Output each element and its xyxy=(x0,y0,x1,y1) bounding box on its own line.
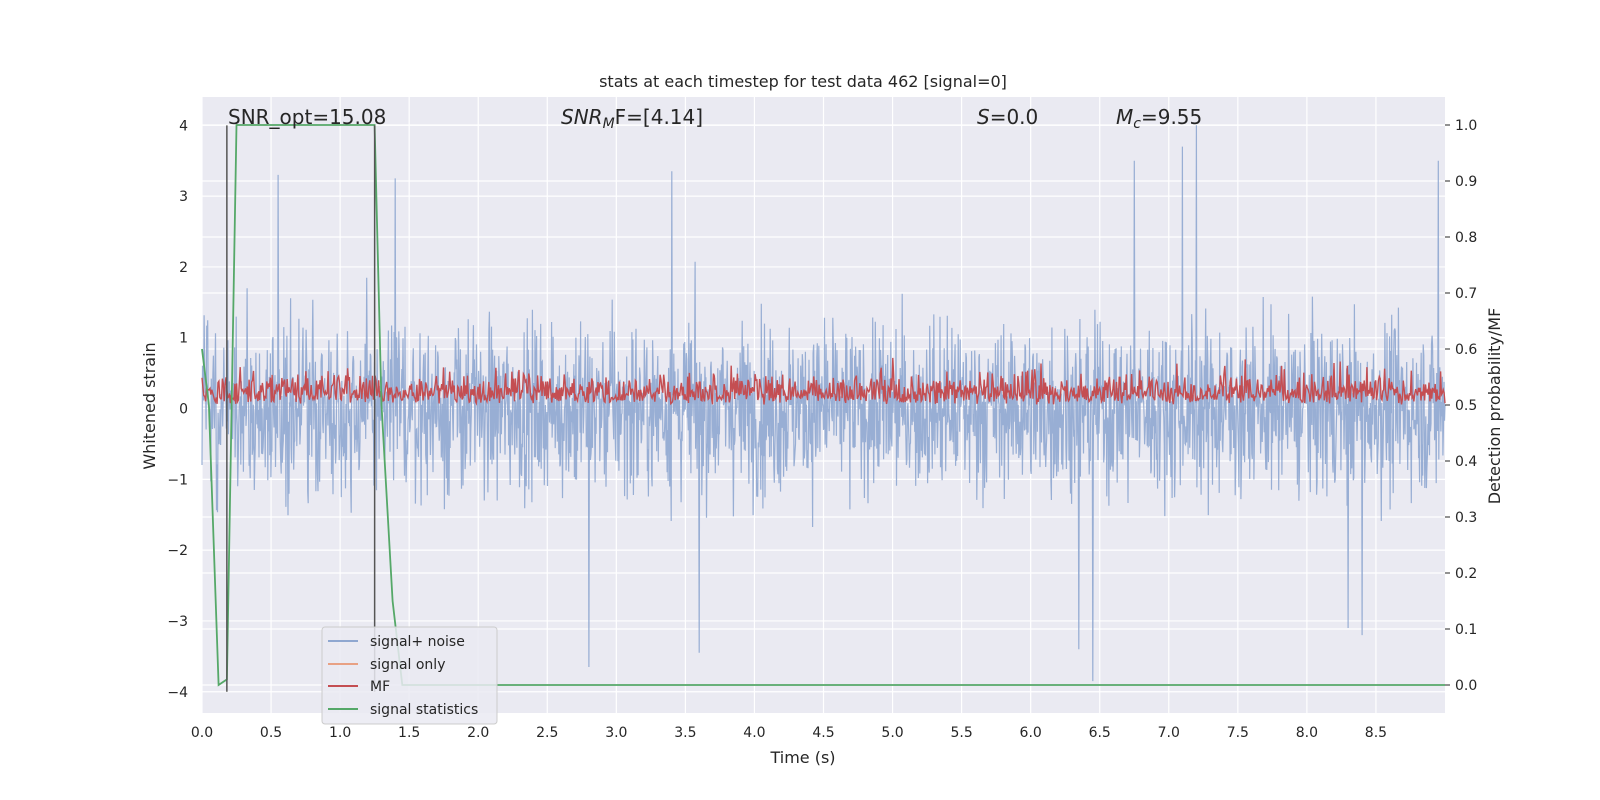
series-mf-line xyxy=(201,357,1446,407)
x-tick-label: 4.5 xyxy=(812,725,834,741)
x-tick-label: 7.0 xyxy=(1158,725,1180,741)
annotation-s-var: S xyxy=(977,105,990,129)
x-tick-label: 3.5 xyxy=(674,725,696,741)
y-right-tick-label: 0.3 xyxy=(1455,510,1477,526)
x-tick-label: 1.5 xyxy=(398,725,420,741)
y-axis-right-ticks: 0.0 0.1 0.2 0.3 0.4 0.5 0.6 0.7 0.8 0.9 1.0 xyxy=(1445,118,1477,694)
legend-box xyxy=(321,626,498,725)
y-axis-right-label: Detection probability/MF xyxy=(1485,308,1504,505)
x-axis-label: Time (s) xyxy=(769,748,835,767)
y-right-tick-label: 0.2 xyxy=(1455,566,1477,582)
x-tick-label: 1.0 xyxy=(329,725,351,741)
y-axis-left-label: Whitened strain xyxy=(140,342,159,469)
y-left-tick-label: 1 xyxy=(179,331,188,347)
vertical-markers xyxy=(226,125,376,692)
y-right-tick-label: 0.0 xyxy=(1455,678,1477,694)
y-left-tick-label: 2 xyxy=(179,260,188,276)
x-tick-label: 6.0 xyxy=(1020,725,1042,741)
y-left-tick-label: −2 xyxy=(167,543,188,559)
legend-label-signal-noise: signal+ noise xyxy=(370,634,465,650)
y-right-tick-label: 0.7 xyxy=(1455,286,1477,302)
y-right-tick-label: 0.5 xyxy=(1455,398,1477,414)
chart-title: stats at each timestep for test data 462… xyxy=(599,72,1007,91)
annotation-mc-value: =9.55 xyxy=(1141,105,1202,129)
legend-label-signal-statistics: signal statistics xyxy=(370,702,478,718)
y-left-tick-label: −1 xyxy=(167,472,188,488)
x-tick-label: 7.5 xyxy=(1227,725,1249,741)
x-tick-label: 5.0 xyxy=(881,725,903,741)
y-left-tick-label: 0 xyxy=(179,402,188,418)
x-tick-label: 8.5 xyxy=(1365,725,1387,741)
y-right-tick-label: 0.4 xyxy=(1455,454,1477,470)
annotation-snr-mf-value: F=[4.14] xyxy=(615,105,703,129)
y-left-tick-label: −3 xyxy=(167,614,188,630)
y-right-tick-label: 0.1 xyxy=(1455,622,1477,638)
x-tick-label: 8.0 xyxy=(1296,725,1318,741)
x-axis-ticks: 0.0 0.5 1.0 1.5 2.0 2.5 3.0 3.5 4.0 4.5 5.0 5.5 6.0 6… xyxy=(191,725,1387,741)
x-tick-label: 0.5 xyxy=(260,725,282,741)
annotation-mc-sub: c xyxy=(1133,116,1141,132)
annotation-snr-mf-sub: M xyxy=(603,116,615,132)
legend-label-signal-only: signal only xyxy=(370,657,445,673)
annotation-mc: Mc=9.55 xyxy=(1116,105,1202,132)
x-tick-label: 5.5 xyxy=(950,725,972,741)
legend-label-mf: MF xyxy=(370,679,390,695)
annotation-snr-mf-var: SNR xyxy=(561,105,603,129)
x-tick-label: 6.5 xyxy=(1089,725,1111,741)
legend: signal+ noise signal only MF signal stat… xyxy=(321,626,498,725)
y-right-tick-label: 0.9 xyxy=(1455,174,1477,190)
x-tick-label: 3.0 xyxy=(605,725,627,741)
y-left-tick-label: 3 xyxy=(179,189,188,205)
x-tick-label: 0.0 xyxy=(191,725,213,741)
annotation-mc-var: M xyxy=(1116,105,1133,129)
y-right-tick-label: 0.8 xyxy=(1455,230,1477,246)
y-left-tick-label: 4 xyxy=(179,118,188,134)
series-mf xyxy=(201,357,1446,407)
y-right-tick-label: 1.0 xyxy=(1455,118,1477,134)
annotation-s: S=0.0 xyxy=(977,105,1038,129)
x-tick-label: 2.5 xyxy=(536,725,558,741)
y-axis-left-ticks: −4 −3 −2 −1 0 1 2 3 4 xyxy=(167,118,188,700)
y-right-tick-label: 0.6 xyxy=(1455,342,1477,358)
x-tick-label: 4.0 xyxy=(743,725,765,741)
annotation-snr-opt: SNR_opt=15.08 xyxy=(228,105,386,129)
annotation-s-value: =0.0 xyxy=(990,105,1039,129)
x-tick-label: 2.0 xyxy=(467,725,489,741)
y-left-tick-label: −4 xyxy=(167,685,188,701)
annotation-snr-mf: SNRMF=[4.14] xyxy=(561,105,703,132)
grid xyxy=(201,97,1445,713)
